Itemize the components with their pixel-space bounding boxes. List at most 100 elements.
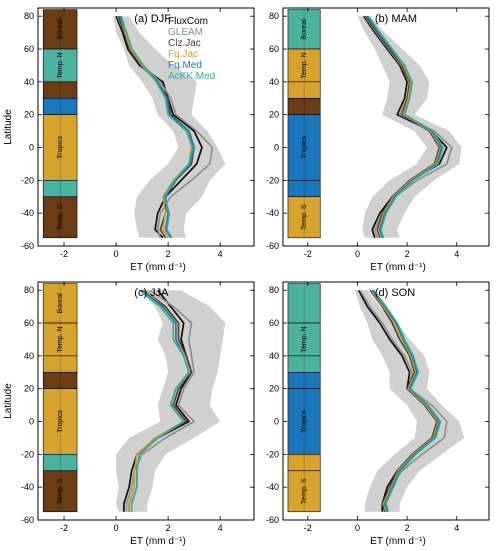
x-axis-title: ET (mm d⁻¹) xyxy=(130,262,186,273)
y-tick-label: 20 xyxy=(269,384,279,394)
y-tick-label: 0 xyxy=(274,143,279,153)
y-tick-label: 60 xyxy=(269,44,279,54)
panel-title: (c) JJA xyxy=(134,287,169,299)
region-band-label: Tropics xyxy=(301,410,308,433)
legend-entry: Fq.Jac xyxy=(168,49,198,60)
legend-entry: FluxCom xyxy=(168,16,208,27)
series-line-fq-jac xyxy=(370,289,439,513)
region-band-label: Tropics xyxy=(57,136,64,159)
y-tick-label: -40 xyxy=(266,208,279,218)
y-tick-label: -20 xyxy=(266,175,279,185)
y-tick-label: 40 xyxy=(24,77,34,87)
x-tick-label: 4 xyxy=(454,523,459,533)
region-band-label: Boreal xyxy=(57,293,64,314)
y-tick-label: 40 xyxy=(269,77,279,87)
region-band-label: Temp. N xyxy=(57,326,64,352)
y-tick-label: -20 xyxy=(21,449,34,459)
x-tick-label: 0 xyxy=(114,523,119,533)
region-band-label: Temp. S xyxy=(301,478,308,504)
spread-band xyxy=(113,16,226,238)
x-tick-label: -2 xyxy=(60,249,68,259)
region-band xyxy=(287,114,321,181)
y-tick-label: -20 xyxy=(266,449,279,459)
legend-entry: Clz.Jac xyxy=(168,38,201,49)
y-tick-label: -60 xyxy=(266,241,279,251)
series-line-fq-jac xyxy=(119,15,193,239)
y-tick-label: 40 xyxy=(24,351,34,361)
x-tick-label: 0 xyxy=(114,249,119,259)
panel-title: (a) DJF xyxy=(134,13,171,25)
region-band-label: Boreal xyxy=(57,19,64,40)
spread-band xyxy=(116,290,226,512)
x-tick-label: 2 xyxy=(405,523,410,533)
panel-title: (d) SON xyxy=(375,287,415,299)
region-band xyxy=(42,114,78,181)
x-tick-label: 4 xyxy=(218,249,223,259)
y-tick-label: -60 xyxy=(21,515,34,525)
y-tick-label: 80 xyxy=(24,285,34,295)
y-tick-label: 0 xyxy=(274,417,279,427)
region-band xyxy=(287,283,321,324)
y-tick-label: 80 xyxy=(269,285,279,295)
region-band-label: Temp. N xyxy=(57,52,64,78)
spread-band xyxy=(355,290,465,512)
y-tick-label: -60 xyxy=(266,515,279,525)
y-tick-label: 0 xyxy=(29,417,34,427)
x-axis-title: ET (mm d⁻¹) xyxy=(370,262,426,273)
region-band xyxy=(42,470,78,513)
region-band xyxy=(287,388,321,455)
series-line-ackk-med xyxy=(130,289,190,512)
series-line-ackk-med xyxy=(367,15,444,239)
x-axis-title: ET (mm d⁻¹) xyxy=(130,536,186,547)
series-line-fq-med xyxy=(371,289,441,513)
region-band-label: Tropics xyxy=(57,410,64,433)
y-tick-label: -40 xyxy=(21,208,34,218)
series-line-gleam xyxy=(125,289,195,512)
y-tick-label: 20 xyxy=(24,110,34,120)
region-band-label: Temp. S xyxy=(57,478,64,504)
y-tick-label: 60 xyxy=(269,318,279,328)
region-band-label: Temp. S xyxy=(57,204,64,230)
y-tick-label: 80 xyxy=(24,11,34,21)
y-tick-label: 60 xyxy=(24,44,34,54)
region-band-label: Temp. N xyxy=(301,52,308,78)
region-band-label: Boreal xyxy=(301,19,308,40)
x-tick-label: 0 xyxy=(355,523,360,533)
x-tick-label: -2 xyxy=(304,249,312,259)
y-axis-title: Latitude xyxy=(3,109,14,145)
region-band xyxy=(287,196,321,239)
x-tick-label: -2 xyxy=(60,523,68,533)
x-tick-label: 2 xyxy=(166,249,171,259)
series-line-fluxcom xyxy=(123,289,193,512)
y-tick-label: 40 xyxy=(269,351,279,361)
y-tick-label: -60 xyxy=(21,241,34,251)
y-tick-label: -40 xyxy=(21,482,34,492)
y-axis-title: Latitude xyxy=(3,383,14,419)
x-tick-label: 4 xyxy=(218,523,223,533)
x-tick-label: 0 xyxy=(355,249,360,259)
legend-entry: Fq.Med xyxy=(168,60,202,71)
panel-title: (b) MAM xyxy=(375,13,417,25)
y-tick-label: 20 xyxy=(24,384,34,394)
y-tick-label: -40 xyxy=(266,482,279,492)
y-tick-label: -20 xyxy=(21,175,34,185)
region-band-label: Temp. N xyxy=(301,326,308,352)
y-tick-label: 60 xyxy=(24,318,34,328)
x-tick-label: 4 xyxy=(454,249,459,259)
series-line-ackk-med xyxy=(120,15,194,239)
series-line-ackk-med xyxy=(372,289,442,513)
x-tick-label: 2 xyxy=(166,523,171,533)
legend-entry: GLEAM xyxy=(168,27,203,38)
legend-entry: AcKK.Med xyxy=(168,71,215,82)
x-tick-label: -2 xyxy=(304,523,312,533)
y-tick-label: 0 xyxy=(29,143,34,153)
x-tick-label: 2 xyxy=(405,249,410,259)
region-band-label: Tropics xyxy=(301,136,308,159)
x-axis-title: ET (mm d⁻¹) xyxy=(370,536,426,547)
y-tick-label: 80 xyxy=(269,11,279,21)
